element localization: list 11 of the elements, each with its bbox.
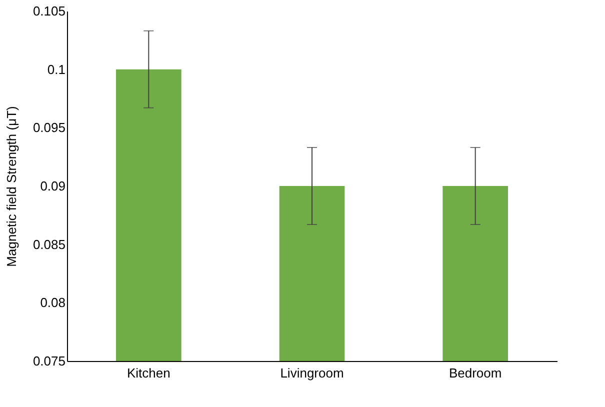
y-axis-title: Magnetic field Strength (μT) <box>4 106 19 267</box>
x-tick-label: Bedroom <box>448 366 502 380</box>
y-tick-label: 0.105 <box>32 4 66 18</box>
y-tick-label: 0.08 <box>40 295 66 310</box>
y-tick-label: 0.1 <box>47 62 66 77</box>
y-tick-label: 0.075 <box>32 354 66 368</box>
x-tick-label: Kitchen <box>126 366 170 380</box>
x-tick-label: Livingroom <box>280 366 344 380</box>
y-tick-label: 0.095 <box>32 120 66 136</box>
y-tick-label: 0.085 <box>32 236 66 252</box>
y-tick-label: 0.09 <box>40 178 66 194</box>
